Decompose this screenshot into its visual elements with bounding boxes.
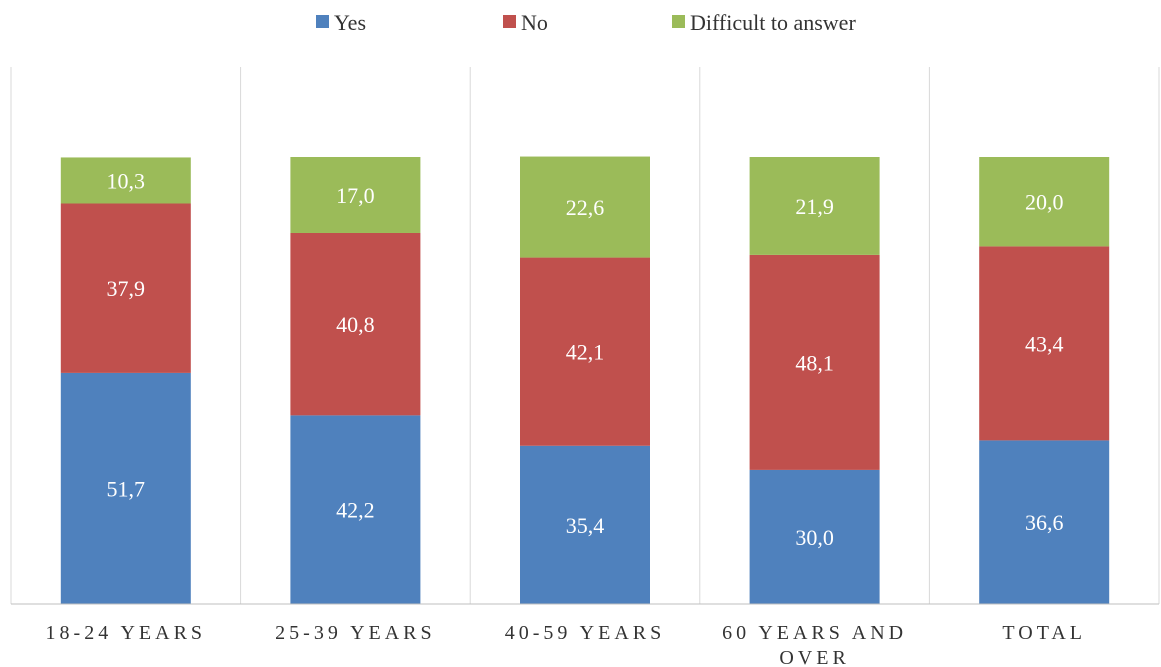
bar-segment-0-1 bbox=[290, 415, 421, 604]
data-label-2-0: 10,3 bbox=[107, 168, 146, 193]
bar-segment-2-2 bbox=[520, 156, 650, 258]
category-labels: 18-24 YEARS 25-39 YEARS 40-59 YEARS 60 YEAR… bbox=[46, 622, 1086, 667]
bar-group-2: 35,4 42,1 22,6 bbox=[520, 156, 650, 604]
bar-segment-2-4 bbox=[979, 157, 1110, 247]
category-label-3-1: OVER bbox=[779, 647, 849, 667]
data-label-2-4: 20,0 bbox=[1025, 190, 1064, 215]
bar-segment-1-2 bbox=[520, 257, 650, 446]
bar-group-4: 36,6 43,4 20,0 bbox=[979, 157, 1110, 604]
bar-segment-1-1 bbox=[290, 232, 421, 416]
category-label-1-0: 25-39 YEARS bbox=[275, 622, 435, 644]
data-label-0-1: 42,2 bbox=[336, 498, 375, 523]
bar-segment-1-4 bbox=[979, 246, 1110, 441]
bar-segment-1-0 bbox=[60, 203, 191, 373]
data-label-0-2: 35,4 bbox=[566, 513, 605, 538]
bar-segment-0-4 bbox=[979, 440, 1110, 604]
legend-swatch-0 bbox=[316, 15, 329, 28]
data-label-0-0: 51,7 bbox=[107, 476, 146, 501]
bars: 51,7 37,9 10,3 42,2 40,8 17,0 35,4 42,1 22,6 30,0… bbox=[60, 156, 1110, 604]
data-label-1-4: 43,4 bbox=[1025, 331, 1064, 356]
category-separators bbox=[10, 67, 1160, 604]
data-label-1-2: 42,1 bbox=[566, 340, 605, 365]
legend-swatch-2 bbox=[672, 15, 685, 28]
category-label-0-0: 18-24 YEARS bbox=[46, 622, 206, 644]
legend-label-0: Yes bbox=[334, 10, 366, 35]
bar-group-0: 51,7 37,9 10,3 bbox=[60, 157, 191, 604]
bar-group-3: 30,0 48,1 21,9 bbox=[749, 157, 880, 604]
data-label-1-0: 37,9 bbox=[107, 276, 146, 301]
data-label-1-3: 48,1 bbox=[795, 350, 834, 375]
data-label-2-3: 21,9 bbox=[795, 194, 834, 219]
bar-segment-0-3 bbox=[749, 469, 880, 604]
data-label-2-1: 17,0 bbox=[336, 183, 375, 208]
category-label-3-0: 60 YEARS AND bbox=[722, 622, 907, 644]
legend-label-2: Difficult to answer bbox=[690, 10, 856, 35]
bar-segment-2-1 bbox=[290, 157, 421, 233]
legend-label-1: No bbox=[521, 10, 548, 35]
data-label-0-3: 30,0 bbox=[795, 525, 834, 550]
category-label-2-0: 40-59 YEARS bbox=[505, 622, 665, 644]
legend-swatch-1 bbox=[503, 15, 516, 28]
data-label-2-2: 22,6 bbox=[566, 195, 605, 220]
data-label-1-1: 40,8 bbox=[336, 312, 375, 337]
bar-group-1: 42,2 40,8 17,0 bbox=[290, 157, 421, 604]
category-label-4-0: TOTAL bbox=[1002, 622, 1086, 644]
bar-segment-2-0 bbox=[60, 157, 191, 204]
bar-segment-2-3 bbox=[749, 157, 880, 255]
data-label-0-4: 36,6 bbox=[1025, 510, 1064, 535]
bar-segment-1-3 bbox=[749, 254, 880, 470]
bar-segment-0-2 bbox=[520, 445, 650, 604]
bar-segment-0-0 bbox=[60, 372, 191, 604]
legend: Yes No Difficult to answer bbox=[316, 10, 856, 35]
